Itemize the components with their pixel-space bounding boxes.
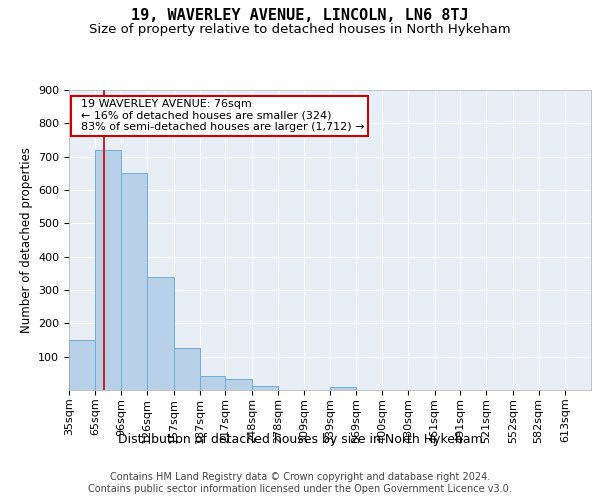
- Bar: [252, 386, 278, 390]
- Bar: [69, 340, 95, 390]
- Bar: [95, 150, 121, 390]
- Text: 19 WAVERLEY AVENUE: 76sqm
  ← 16% of detached houses are smaller (324)
  83% of : 19 WAVERLEY AVENUE: 76sqm ← 16% of detac…: [74, 99, 365, 132]
- Bar: [199, 376, 225, 390]
- Text: Distribution of detached houses by size in North Hykeham: Distribution of detached houses by size …: [118, 432, 482, 446]
- Bar: [225, 380, 252, 390]
- Bar: [147, 276, 174, 390]
- Y-axis label: Number of detached properties: Number of detached properties: [20, 147, 32, 333]
- Text: 19, WAVERLEY AVENUE, LINCOLN, LN6 8TJ: 19, WAVERLEY AVENUE, LINCOLN, LN6 8TJ: [131, 8, 469, 22]
- Text: Contains HM Land Registry data © Crown copyright and database right 2024.
Contai: Contains HM Land Registry data © Crown c…: [88, 472, 512, 494]
- Bar: [330, 386, 356, 390]
- Text: Size of property relative to detached houses in North Hykeham: Size of property relative to detached ho…: [89, 22, 511, 36]
- Bar: [121, 174, 147, 390]
- Bar: [174, 348, 199, 390]
